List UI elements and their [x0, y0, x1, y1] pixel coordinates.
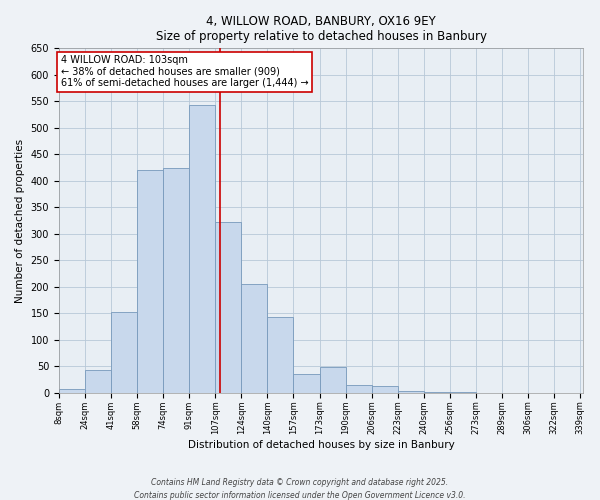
Bar [189, 105, 215, 393]
X-axis label: Distribution of detached houses by size in Banbury: Distribution of detached houses by size … [188, 440, 455, 450]
Bar [320, 367, 346, 393]
Bar [424, 392, 450, 393]
Bar [241, 284, 268, 393]
Y-axis label: Number of detached properties: Number of detached properties [15, 138, 25, 302]
Bar [215, 222, 241, 393]
Bar [450, 392, 476, 393]
Bar [268, 316, 293, 393]
Bar [163, 168, 189, 393]
Bar [398, 392, 424, 393]
Title: 4, WILLOW ROAD, BANBURY, OX16 9EY
Size of property relative to detached houses i: 4, WILLOW ROAD, BANBURY, OX16 9EY Size o… [155, 15, 487, 43]
Bar [137, 170, 163, 393]
Bar [111, 312, 137, 393]
Bar [371, 386, 398, 393]
Text: Contains HM Land Registry data © Crown copyright and database right 2025.
Contai: Contains HM Land Registry data © Crown c… [134, 478, 466, 500]
Bar [293, 374, 320, 393]
Bar [346, 385, 371, 393]
Bar [59, 388, 85, 393]
Bar [85, 370, 111, 393]
Text: 4 WILLOW ROAD: 103sqm
← 38% of detached houses are smaller (909)
61% of semi-det: 4 WILLOW ROAD: 103sqm ← 38% of detached … [61, 55, 308, 88]
